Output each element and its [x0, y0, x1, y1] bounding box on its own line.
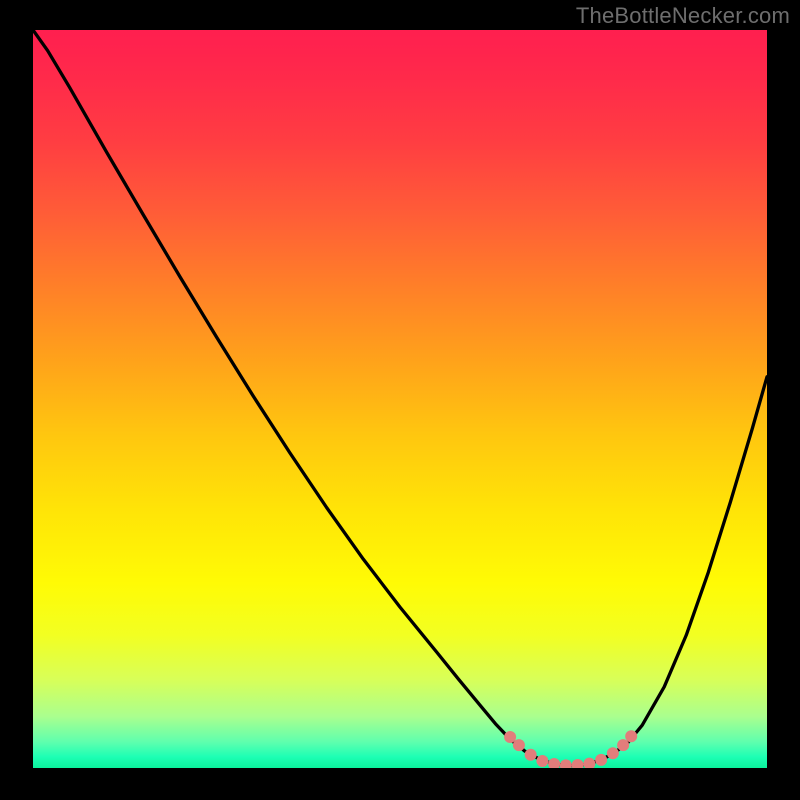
highlight-dot	[504, 731, 516, 743]
highlight-dot	[607, 747, 619, 759]
highlight-dot	[525, 749, 537, 761]
highlight-dot	[617, 739, 629, 751]
chart-svg	[33, 30, 767, 768]
highlight-dot	[625, 730, 637, 742]
plot-area	[33, 30, 767, 768]
chart-root: TheBottleNecker.com	[0, 0, 800, 800]
highlight-dot	[513, 739, 525, 751]
highlight-dot	[595, 754, 607, 766]
chart-background	[33, 30, 767, 768]
watermark-text: TheBottleNecker.com	[576, 3, 790, 29]
highlight-dot	[536, 755, 548, 767]
